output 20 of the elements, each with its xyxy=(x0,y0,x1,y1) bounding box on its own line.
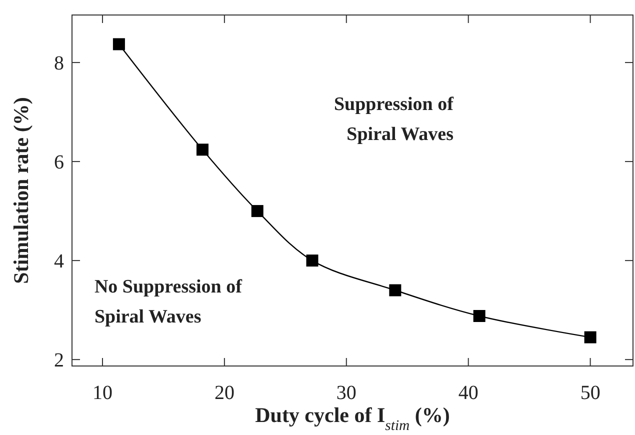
point xyxy=(389,284,402,296)
point xyxy=(584,331,596,344)
y-tick-label: 6 xyxy=(54,152,64,174)
y-axis-title: Stimulation rate (%) xyxy=(9,97,33,284)
y-tick-label: 4 xyxy=(54,250,64,273)
annotation: No Suppression of Spiral Waves xyxy=(94,276,243,328)
y-tick-label: 8 xyxy=(54,52,64,75)
point xyxy=(251,205,264,218)
point xyxy=(306,254,318,267)
y-tick-label: 2 xyxy=(54,350,64,372)
x-tick-label: 30 xyxy=(336,382,356,404)
x-tick-label: 40 xyxy=(458,382,478,404)
x-tick-label: 20 xyxy=(214,382,234,404)
point xyxy=(112,38,125,50)
x-tick-label: 50 xyxy=(580,382,600,404)
point xyxy=(473,310,486,322)
point xyxy=(196,144,208,156)
annotation: Suppression of Spiral Waves xyxy=(334,94,454,145)
x-tick-label: 10 xyxy=(92,382,112,404)
x-axis-title: Duty cycle of I$_{stim}$ (%) xyxy=(255,403,450,434)
